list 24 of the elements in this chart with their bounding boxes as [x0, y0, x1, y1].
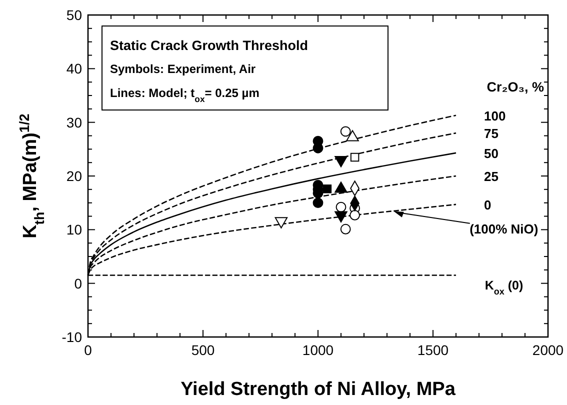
x-tick-label: 1500: [417, 342, 449, 358]
y-tick-label: 0: [74, 275, 82, 292]
text: 25: [484, 169, 498, 184]
y-tick-label: 50: [66, 7, 82, 23]
annotation: Symbols: Experiment, Air: [110, 62, 256, 76]
text: 100: [484, 108, 506, 124]
y-tick-label: -10: [62, 329, 82, 345]
y-tick-label: 10: [66, 222, 82, 238]
x-tick-label: 2000: [532, 342, 564, 358]
x-axis-title: Yield Strength of Ni Alloy, MPa: [180, 379, 456, 400]
y-tick-label: 30: [66, 114, 82, 130]
annotation: (100% NiO): [470, 221, 538, 236]
text: 50: [484, 146, 498, 161]
text: 75: [484, 126, 498, 142]
text: 0: [484, 197, 492, 212]
x-tick-label: 500: [191, 342, 215, 358]
annotation: Lines: Model; t$_{ox}$= 0.25 µm: [110, 86, 260, 104]
legend-title: Cr₂O₃, %: [486, 79, 544, 94]
x-tick-label: 0: [84, 342, 92, 358]
y-tick-label: 40: [66, 60, 82, 77]
text: Static Crack Growth Threshold: [110, 38, 308, 53]
y-tick-label: 20: [66, 168, 82, 184]
x-tick-label: 1000: [302, 342, 334, 358]
annotation: K$_{ox}$ (0): [484, 278, 524, 296]
